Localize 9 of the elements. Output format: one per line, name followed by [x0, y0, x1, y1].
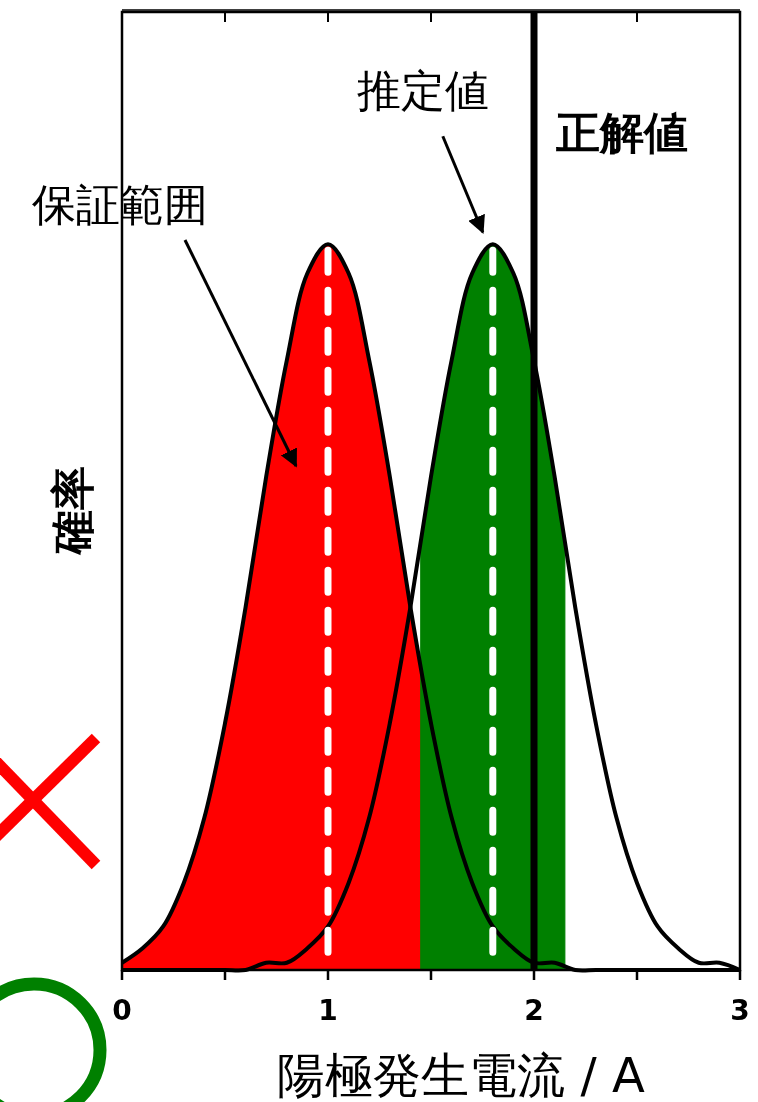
- ref-line-label: 正解値: [556, 107, 688, 158]
- text: 保証範囲: [32, 179, 208, 230]
- annotation: 推定値: [356, 65, 489, 117]
- x-tick-label: 2: [524, 994, 544, 1027]
- x-axis-title: 陽極発生電流 / A: [277, 1047, 645, 1102]
- x-tick-label: 0: [112, 994, 132, 1027]
- y-axis-title: 確率: [47, 466, 98, 556]
- x-tick-label: 3: [730, 994, 750, 1027]
- x-tick-label: 1: [318, 994, 338, 1027]
